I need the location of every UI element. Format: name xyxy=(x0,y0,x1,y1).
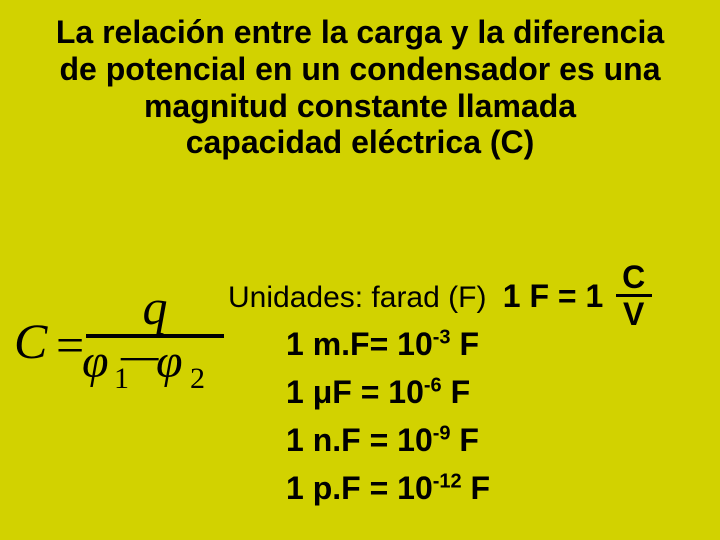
slide-title: La relación entre la carga y la diferenc… xyxy=(0,0,720,161)
title-line-2: de potencial en un condensador es una xyxy=(60,51,661,87)
conv-millifarad: 1 m.F= 10-3 F xyxy=(286,320,490,368)
conversion-list: 1 m.F= 10-3 F 1 μF = 10-6 F 1 n.F = 10-9… xyxy=(286,320,490,512)
formula-C: C xyxy=(14,316,47,366)
conv-nanofarad: 1 n.F = 10-9 F xyxy=(286,416,490,464)
units-def-left: 1 F = 1 xyxy=(503,278,604,314)
coulomb-over-volt: C V xyxy=(616,262,652,330)
title-line-4: capacidad eléctrica (C) xyxy=(186,124,535,160)
units-label: Unidades: farad (F) xyxy=(228,281,486,314)
title-line-3: magnitud constante llamada xyxy=(144,88,576,124)
conv-picofarad: 1 p.F = 10-12 F xyxy=(286,464,490,512)
phi-1: φ xyxy=(82,338,109,386)
cv-denominator: V xyxy=(616,299,652,329)
formula-fraction: q φ 1 − φ 2 xyxy=(86,282,224,404)
subscript-2: 2 xyxy=(190,364,205,394)
formula-denominator: φ 1 − φ 2 xyxy=(86,340,224,404)
title-line-1: La relación entre la carga y la diferenc… xyxy=(56,14,664,50)
phi-2: φ xyxy=(156,338,183,386)
formula-equals: = xyxy=(56,320,84,370)
formula-numerator: q xyxy=(86,282,224,332)
conv-microfarad: 1 μF = 10-6 F xyxy=(286,368,490,416)
units-line: Unidades: farad (F) 1 F = 1 C V xyxy=(228,281,652,314)
cv-numerator: C xyxy=(616,262,652,292)
